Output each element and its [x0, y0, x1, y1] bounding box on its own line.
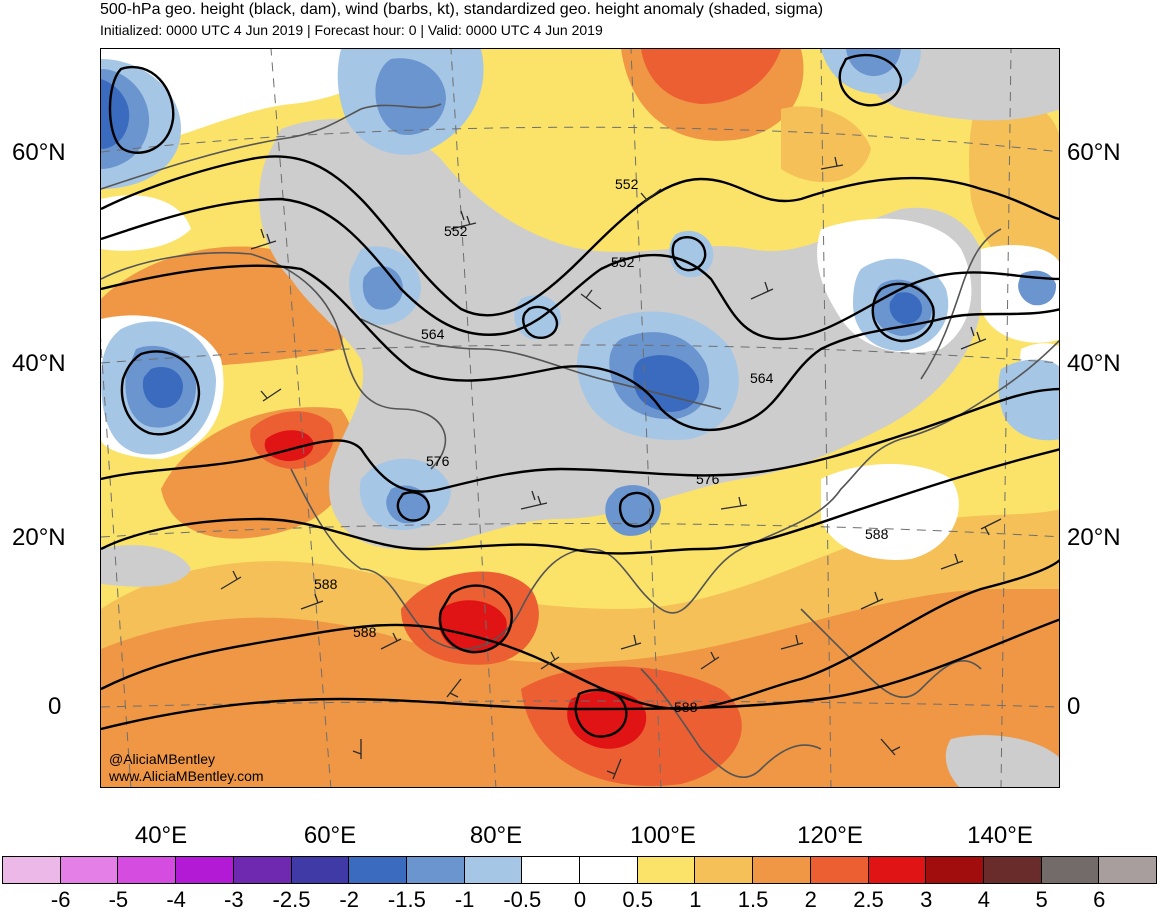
anomaly-positive-shading — [101, 49, 1059, 787]
contour-label: 552 — [444, 223, 468, 239]
contour-label: 576 — [696, 471, 720, 487]
colorbar-tick-label: 1.5 — [737, 887, 769, 912]
lon-label: 140°E — [967, 822, 1033, 849]
colorbar-swatch — [579, 856, 638, 884]
lat-label-left: 0 — [48, 693, 62, 720]
colorbar-tick-label: 0 — [573, 887, 587, 912]
colorbar-swatch — [982, 856, 1042, 884]
lon-label: 60°E — [303, 822, 357, 849]
colorbar-tick-label: -3 — [224, 887, 244, 912]
lat-label-left: 40°N — [12, 350, 66, 377]
colorbar-swatch — [348, 856, 407, 884]
colorbar — [2, 856, 1158, 884]
lat-label-right: 20°N — [1067, 524, 1121, 551]
coastlines — [101, 103, 1059, 779]
colorbar-tick-label: -6 — [50, 887, 71, 912]
lon-label: 80°E — [469, 822, 523, 849]
colorbar-tick-label: -0.5 — [503, 887, 542, 912]
colorbar-tick-label: -2.5 — [272, 887, 311, 912]
colorbar-swatch — [521, 856, 581, 884]
colorbar-tick-label: 3 — [920, 887, 933, 912]
colorbar-tick-label: 2 — [804, 887, 817, 912]
contour-label: 588 — [674, 699, 698, 715]
colorbar-tick-label: 5 — [1035, 887, 1048, 912]
lon-label: 120°E — [797, 822, 863, 849]
contour-labels: 552 552 552 564 564 576 576 588 588 588 … — [314, 176, 889, 715]
colorbar-swatch — [59, 856, 119, 884]
lat-label-right: 60°N — [1067, 139, 1121, 166]
wind-barbs — [220, 156, 1002, 780]
colorbar-tick-label: -5 — [108, 887, 129, 912]
lon-label: 40°E — [134, 822, 188, 849]
colorbar-swatch — [1098, 856, 1158, 884]
lat-label-left: 60°N — [12, 139, 66, 166]
contour-label: 552 — [611, 254, 635, 270]
height-contours — [101, 53, 1059, 738]
colorbar-tick-label: -1 — [454, 887, 475, 912]
contour-label: 588 — [865, 526, 889, 542]
credit-url: www.AliciaMBentley.com — [109, 768, 264, 784]
contour-label: 552 — [615, 176, 639, 192]
chart-title: 500-hPa geo. height (black, dam), wind (… — [100, 1, 824, 18]
colorbar-swatch — [463, 856, 523, 884]
colorbar-swatch — [2, 856, 61, 884]
colorbar-tick-label: -1.5 — [387, 887, 426, 912]
colorbar-tick-label: 2.5 — [853, 887, 884, 912]
colorbar-swatch — [809, 856, 869, 884]
colorbar-swatch — [290, 856, 350, 884]
anomaly-negative-shading — [101, 49, 1059, 536]
colorbar-swatch — [867, 856, 927, 884]
colorbar-tick-label: 6 — [1093, 887, 1106, 912]
colorbar-swatch — [636, 856, 696, 884]
colorbar-tick-label: -4 — [166, 887, 186, 912]
colorbar-swatch — [1040, 856, 1100, 884]
colorbar-swatch — [925, 856, 984, 884]
colorbar-tick-label: 4 — [977, 887, 991, 912]
contour-label: 588 — [314, 576, 338, 592]
contour-label: 576 — [426, 453, 450, 469]
colorbar-swatch — [694, 856, 754, 884]
contour-label: 588 — [353, 624, 377, 640]
colorbar-swatch — [405, 856, 465, 884]
lat-label-right: 40°N — [1067, 350, 1121, 377]
colorbar-swatch — [752, 856, 811, 884]
colorbar-swatch — [117, 856, 177, 884]
colorbar-tick-label: -2 — [339, 887, 359, 912]
map-panel: 552 552 552 564 564 576 576 588 588 588 … — [100, 48, 1060, 788]
lat-label-left: 20°N — [12, 524, 66, 551]
lat-label-right: 0 — [1067, 693, 1081, 720]
contour-label: 564 — [750, 370, 774, 386]
colorbar-swatch — [232, 856, 292, 884]
colorbar-tick-label: 1 — [689, 887, 702, 912]
lon-label: 100°E — [630, 822, 696, 849]
colorbar-swatch — [175, 856, 234, 884]
chart-subtitle: Initialized: 0000 UTC 4 Jun 2019 | Forec… — [100, 22, 603, 38]
credit-handle: @AliciaMBentley — [109, 751, 216, 767]
contour-label: 564 — [421, 326, 445, 342]
colorbar-tick-label: 0.5 — [622, 887, 653, 912]
map-svg: 552 552 552 564 564 576 576 588 588 588 … — [101, 49, 1059, 787]
